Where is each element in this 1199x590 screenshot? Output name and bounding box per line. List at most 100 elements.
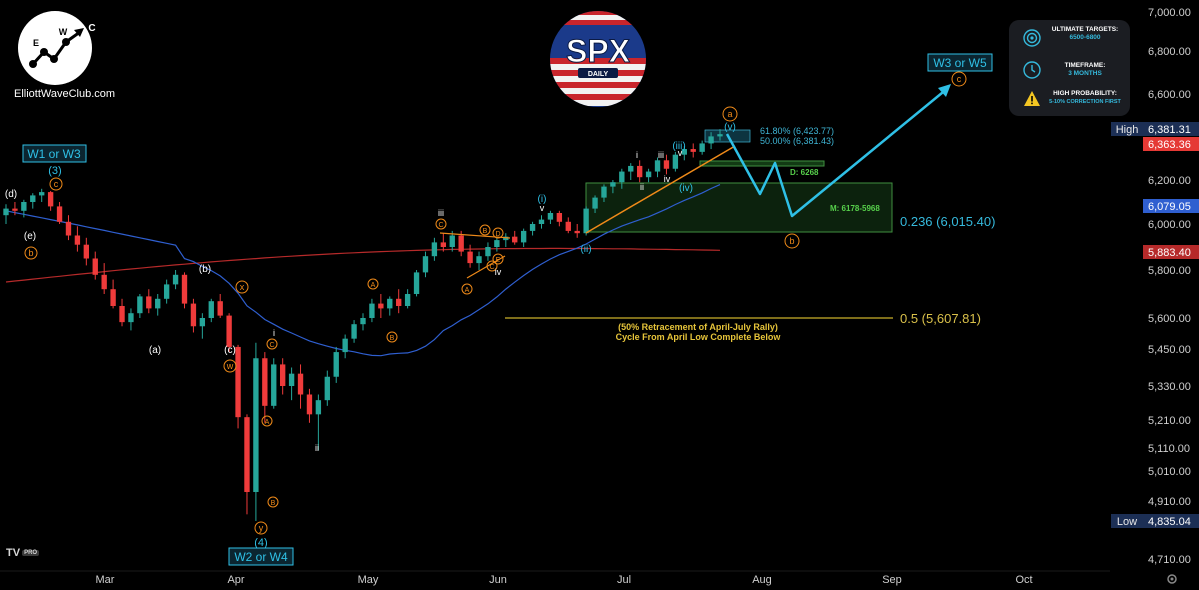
candle-body: [663, 160, 670, 169]
candle-body: [619, 171, 625, 183]
candle-body: [431, 242, 438, 257]
candle-body: [565, 221, 571, 231]
candle-body: [101, 274, 107, 290]
label-e: (e): [24, 231, 36, 242]
projection-path: [725, 87, 949, 218]
label-iii-june: iii: [438, 208, 444, 218]
candle-body: [360, 318, 366, 325]
candle-body: [119, 306, 125, 323]
candle-body: [351, 324, 357, 339]
candle-body: [583, 208, 589, 234]
fib-618-label: 61.80% (6,423.77): [760, 126, 834, 136]
label-circ-A-may: A: [371, 282, 376, 289]
time-tick: May: [358, 574, 379, 586]
candle-body: [378, 303, 384, 309]
price-tick: 5,600.00: [1148, 313, 1191, 325]
time-tick: Mar: [96, 574, 115, 586]
candle-body: [494, 240, 500, 247]
label-4: (4): [254, 537, 267, 549]
candle-body: [422, 256, 429, 273]
label-circ-B-april: B: [271, 500, 276, 507]
price-tick: 7,000.00: [1148, 7, 1191, 19]
timeframe-title: TIMEFRAME:: [1064, 62, 1106, 69]
probability-value: 5-10% CORRECTION FIRST: [1049, 99, 1121, 105]
candle-body: [333, 352, 339, 377]
candle-body: [297, 373, 304, 395]
candle-body: [244, 417, 250, 492]
candle-body: [163, 284, 170, 299]
candle-body: [110, 289, 116, 306]
time-axis[interactable]: Mar Apr May Jun Jul Aug Sep Oct: [96, 574, 1033, 586]
label-circ-C-june-lower: C: [489, 264, 494, 271]
price-axis[interactable]: 7,000.00 6,800.00 6,600.00 6,200.00 6,000.00…: [1111, 7, 1199, 566]
candle-body: [396, 298, 402, 306]
candle-body: [47, 192, 54, 207]
svg-text:C: C: [88, 23, 95, 34]
candle-body: [672, 154, 679, 169]
candle-body: [279, 364, 286, 386]
settings-gear-icon[interactable]: [1167, 574, 1177, 584]
zone-d-label: D: 6268: [790, 168, 819, 177]
candle-body: [387, 298, 393, 309]
candle-body: [556, 213, 563, 222]
candle-body: [636, 165, 643, 178]
candle-body: [717, 134, 723, 137]
time-tick: Jun: [489, 574, 507, 586]
candle-body: [271, 364, 277, 406]
time-tick: Sep: [882, 574, 902, 586]
candle-body: [315, 400, 322, 415]
candle-body: [592, 197, 598, 209]
candle-body: [74, 235, 81, 245]
candle-body: [253, 358, 259, 492]
label-circ-a: a: [727, 109, 732, 119]
candle-body: [413, 272, 420, 294]
candle-body: [628, 165, 634, 172]
label-circ-B-may: B: [390, 335, 395, 342]
candle-body: [654, 160, 661, 172]
candle-body: [199, 318, 206, 327]
fib-500-label: 50.00% (6,381.43): [760, 136, 834, 146]
label-w3-w5: W3 or W5: [933, 56, 987, 70]
label-circ-y: y: [259, 523, 264, 533]
price-label-tag: Low: [1117, 516, 1137, 528]
warning-icon: [1024, 91, 1040, 106]
price-tick: 5,210.00: [1148, 415, 1191, 427]
candle-body: [681, 149, 687, 155]
candle-body: [404, 294, 411, 306]
trendline-orange-main: [585, 145, 736, 234]
candle-body: [574, 230, 580, 234]
label-circ-B-june: B: [483, 228, 488, 235]
ma200-line: [5, 247, 721, 283]
price-tick: 4,710.00: [1148, 554, 1191, 566]
label-v-july: v: [678, 148, 683, 158]
candle-body: [699, 143, 705, 152]
triangle-line-lower: [466, 255, 506, 279]
label-v-blue: (v): [724, 122, 736, 133]
label-i-blue: (i): [538, 194, 547, 205]
target-icon: [1023, 29, 1041, 47]
label-circ-x: x: [240, 282, 245, 292]
candle-body: [181, 274, 188, 304]
label-circ-w: w: [226, 361, 234, 371]
candle-body: [440, 242, 447, 247]
price-value-tag: 6,079.05: [1148, 201, 1191, 213]
time-tick: Aug: [752, 574, 772, 586]
fib-0236-label: 0.236 (6,015.40): [900, 214, 995, 229]
price-tick: 5,110.00: [1148, 443, 1190, 455]
candle-body: [342, 338, 348, 353]
price-tick: 5,330.00: [1148, 381, 1191, 393]
retracement-note-line2: Cycle From April Low Complete Below: [616, 332, 782, 342]
candle-body: [30, 195, 36, 202]
candle-body: [538, 219, 545, 224]
price-tick: 5,450.00: [1148, 344, 1191, 356]
label-w2-w4: W2 or W4: [234, 550, 288, 564]
candle-body: [190, 303, 197, 327]
zone-m: [585, 182, 893, 233]
label-circ-c-left: c: [54, 179, 59, 189]
label-b: (b): [199, 264, 211, 275]
candle-body: [467, 251, 473, 264]
candle-body: [288, 373, 295, 386]
label-circ-b-left: b: [28, 248, 33, 258]
svg-text:E: E: [33, 38, 39, 48]
